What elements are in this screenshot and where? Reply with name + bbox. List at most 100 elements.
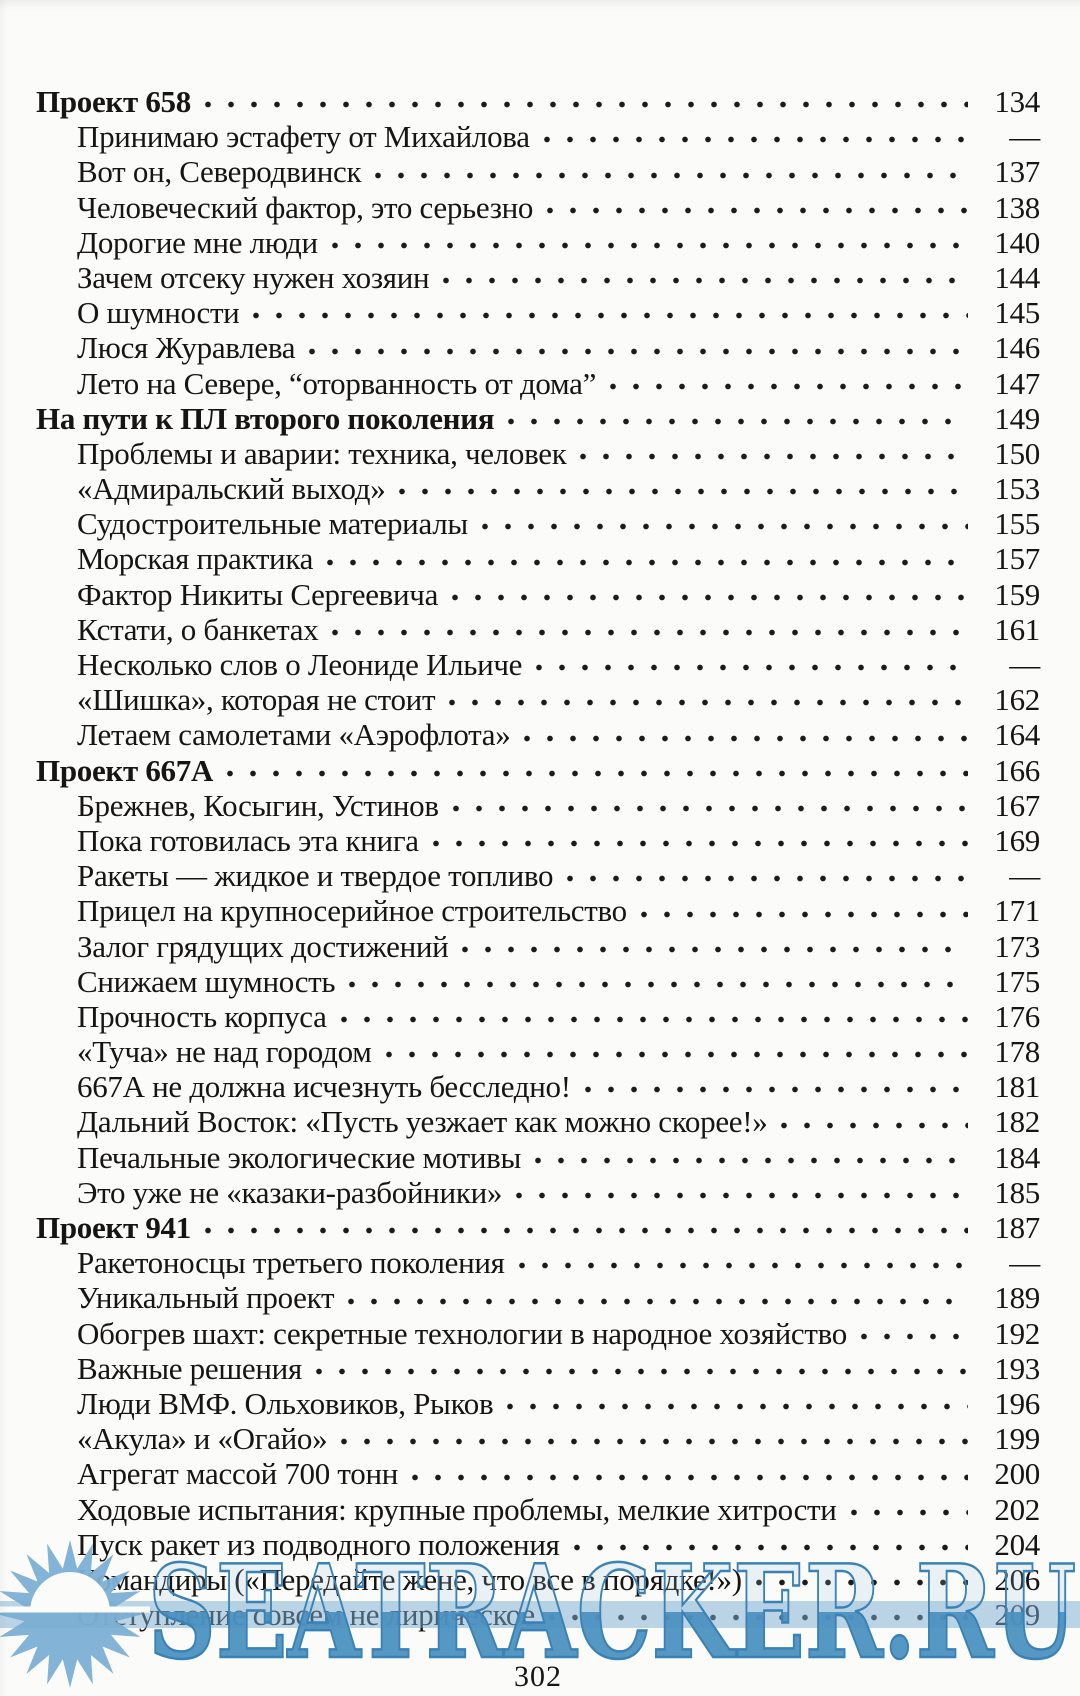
dot-leader <box>480 522 968 532</box>
dot-leader <box>546 205 968 215</box>
toc-item-page: 140 <box>994 224 1040 260</box>
toc-item-page: 166 <box>994 752 1040 788</box>
dot-leader <box>314 1366 968 1376</box>
toc-item-page: 169 <box>994 822 1040 858</box>
dot-leader <box>780 1120 968 1130</box>
toc-item-page: — <box>1009 119 1040 155</box>
toc-item-page: 196 <box>994 1385 1040 1421</box>
toc-item-page: 181 <box>994 1069 1040 1105</box>
toc-entry-row: 667А не должна исчезнуть бесследно! 181 <box>36 1069 1040 1104</box>
dot-leader <box>374 170 968 180</box>
dot-leader <box>583 1085 968 1095</box>
toc-entry-row: Пуск ракет из подводного положения 204 <box>36 1527 1040 1562</box>
toc-entry-row: Проблемы и аварии: техника, человек 150 <box>36 436 1040 471</box>
toc-entry-row: Ходовые испытания: крупные проблемы, мел… <box>36 1492 1040 1527</box>
toc-entry-row: Морская практика 157 <box>36 541 1040 576</box>
toc-item-title: Ходовые испытания: крупные проблемы, мел… <box>77 1491 837 1527</box>
dot-leader <box>203 1226 968 1236</box>
dot-leader <box>517 1261 968 1271</box>
toc-item-title: Прицел на крупносерийное строительство <box>77 893 627 929</box>
page-number: 302 <box>514 1660 562 1693</box>
toc-item-page: 159 <box>994 576 1040 612</box>
toc-item-title: «Адмиральский выход» <box>77 471 386 507</box>
toc-entry-row: Командиры («Передайте жене, что все в по… <box>36 1562 1040 1597</box>
toc-item-title: Обогрев шахт: секретные технологии в нар… <box>77 1315 847 1351</box>
toc-item-title: Проект 667А <box>36 752 214 788</box>
dot-leader <box>442 276 968 286</box>
toc-item-title: Снижаем шумность <box>77 963 336 999</box>
toc-entry-row: Брежнев, Косыгин, Устинов 167 <box>36 788 1040 823</box>
toc-item-page: 178 <box>994 1034 1040 1070</box>
toc-item-title: 667А не должна исчезнуть бесследно! <box>77 1069 571 1105</box>
toc-item-page: 145 <box>994 295 1040 331</box>
dot-leader <box>572 1542 968 1552</box>
toc-item-page: 173 <box>994 928 1040 964</box>
toc-entry-row: Ракетоносцы третьего поколения — <box>36 1245 1040 1280</box>
toc-item-page: — <box>1009 647 1040 682</box>
dot-leader <box>347 1296 968 1306</box>
dot-leader <box>339 1015 968 1025</box>
dot-leader <box>252 311 968 321</box>
toc-entry-row: «Шишка», которая не стоит 162 <box>36 682 1040 717</box>
toc-item-title: Люся Журавлева <box>77 330 296 366</box>
toc-entry-row: «Адмиральский выход» 153 <box>36 471 1040 506</box>
toc-item-title: «Шишка», которая не стоит <box>77 682 436 718</box>
toc-item-page: 161 <box>994 611 1040 647</box>
dot-leader <box>330 240 968 250</box>
toc-entry-row: Несколько слов о Леониде Ильиче — <box>36 647 1040 682</box>
toc-item-page: 137 <box>994 154 1040 190</box>
toc-section-row: Проект 941 187 <box>36 1210 1040 1245</box>
toc-item-title: Агрегат массой 700 тонн <box>77 1456 399 1492</box>
toc-item-title: Командиры («Передайте жене, что все в по… <box>77 1561 742 1597</box>
toc-item-page: 184 <box>994 1139 1040 1175</box>
toc-entry-row: Вот он, Северодвинск 137 <box>36 154 1040 189</box>
toc-item-page: 167 <box>994 787 1040 823</box>
dot-leader <box>461 944 968 954</box>
toc-item-title: Зачем отсеку нужен хозяин <box>77 259 430 295</box>
toc-item-page: 175 <box>994 963 1040 999</box>
toc-item-title: На пути к ПЛ второго поколения <box>36 400 495 436</box>
toc-entry-row: Зачем отсеку нужен хозяин 144 <box>36 260 1040 295</box>
toc-item-title: Брежнев, Косыгин, Устинов <box>77 787 439 823</box>
toc-item-page: 185 <box>994 1174 1040 1210</box>
dot-leader <box>849 1507 968 1517</box>
toc-entry-row: Обогрев шахт: секретные технологии в нар… <box>36 1316 1040 1351</box>
dot-leader <box>431 839 968 849</box>
toc-item-title: Важные решения <box>77 1350 302 1386</box>
dot-leader <box>451 592 968 602</box>
toc-item-title: Принимаю эстафету от Михайлова <box>77 119 530 155</box>
toc-item-title: Человеческий фактор, это серьезно <box>77 189 534 225</box>
dot-leader <box>331 628 968 637</box>
toc-item-title: «Туча» не над городом <box>77 1034 372 1070</box>
dot-leader <box>448 698 968 708</box>
toc-item-title: Проект 658 <box>36 84 191 119</box>
toc-entry-row: Прицел на крупносерийное строительство 17… <box>36 893 1040 928</box>
toc-entry-row: Фактор Никиты Сергеевича 159 <box>36 577 1040 612</box>
toc-item-page: 176 <box>994 998 1040 1034</box>
toc-section-row: На пути к ПЛ второго поколения 149 <box>36 401 1040 436</box>
toc-entry-row: Пока готовилась эта книга 169 <box>36 823 1040 858</box>
toc-entry-row: «Туча» не над городом 178 <box>36 1034 1040 1069</box>
toc-entry-row: Судостроительные материалы 155 <box>36 506 1040 541</box>
toc-item-title: Лето на Севере, “оторванность от дома” <box>77 365 597 401</box>
toc-entry-row: Ракеты — жидкое и твердое топливо — <box>36 858 1040 893</box>
toc-item-title: Морская практика <box>77 541 314 577</box>
dot-leader <box>226 768 968 778</box>
dot-leader <box>398 487 968 497</box>
toc-item-page: 171 <box>994 893 1040 929</box>
dot-leader <box>566 874 968 884</box>
toc-item-page: 147 <box>994 365 1040 401</box>
toc-item-title: Дальний Восток: «Пусть уезжает как можно… <box>77 1104 768 1140</box>
toc-entry-row: Лето на Севере, “оторванность от дома” 14… <box>36 366 1040 401</box>
toc-item-page: 162 <box>994 682 1040 718</box>
toc-entry-row: Люся Журавлева 146 <box>36 330 1040 365</box>
dot-leader <box>639 909 968 919</box>
dot-leader <box>609 381 968 391</box>
toc-item-page: 199 <box>994 1421 1040 1457</box>
toc-item-title: Это уже не «казаки-разбойники» <box>77 1174 503 1210</box>
toc-entry-row: Кстати, о банкетах 161 <box>36 612 1040 647</box>
toc-entry-row: Прочность корпуса 176 <box>36 999 1040 1034</box>
toc-section-row: Проект 667А 166 <box>36 753 1040 788</box>
dot-leader <box>523 733 968 743</box>
